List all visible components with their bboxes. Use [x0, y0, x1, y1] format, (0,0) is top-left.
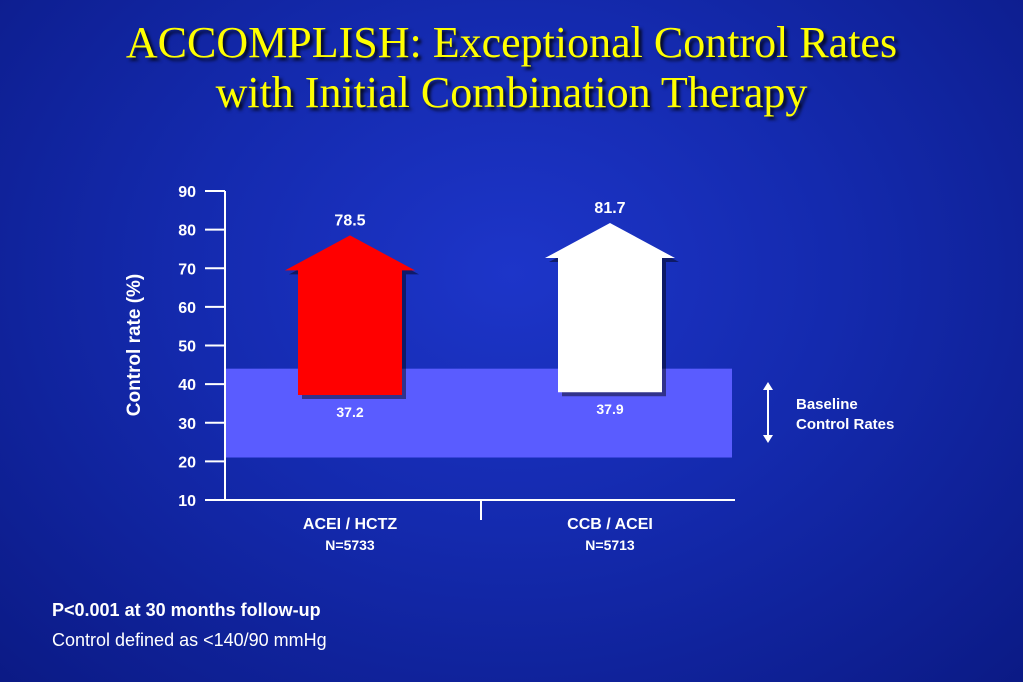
data-label-baseline-ccb-acei: 37.9: [596, 401, 623, 417]
baseline-legend-line-1: Baseline: [796, 396, 858, 413]
x-category-n-ccb-acei: N=5713: [585, 537, 635, 553]
y-tick-label: 80: [178, 223, 196, 240]
y-axis-label: Control rate (%): [124, 274, 145, 417]
data-label-baseline-acei-hctz: 37.2: [336, 404, 363, 420]
bar-arrow-acei-hctz: [285, 235, 415, 395]
baseline-range-arrow-up: [763, 382, 773, 390]
y-tick-label: 90: [178, 184, 196, 201]
y-tick-label: 70: [178, 261, 196, 278]
footnote-significance: P<0.001 at 30 months follow-up: [52, 600, 321, 620]
baseline-legend-line-2: Control Rates: [796, 416, 894, 433]
data-label-followup-ccb-acei: 81.7: [594, 200, 625, 217]
title-line-2: with Initial Combination Therapy: [215, 68, 808, 117]
y-tick-label: 40: [178, 377, 196, 394]
footnote-definition: Control defined as <140/90 mmHg: [52, 630, 327, 650]
x-category-label-ccb-acei: CCB / ACEI: [567, 516, 653, 533]
x-category-label-acei-hctz: ACEI / HCTZ: [303, 516, 397, 533]
y-tick-label: 60: [178, 300, 196, 317]
page-title: ACCOMPLISH: Exceptional Control Rates wi…: [0, 18, 1023, 118]
y-tick-label: 50: [178, 339, 196, 356]
data-label-followup-acei-hctz: 78.5: [334, 212, 365, 229]
y-tick-label: 20: [178, 454, 196, 471]
baseline-range-arrow-down: [763, 435, 773, 443]
bar-arrow-ccb-acei: [545, 223, 675, 393]
y-tick-label: 10: [178, 493, 196, 510]
title-line-1: ACCOMPLISH: Exceptional Control Rates: [125, 18, 898, 67]
x-category-n-acei-hctz: N=5733: [325, 537, 375, 553]
y-tick-label: 30: [178, 416, 196, 433]
